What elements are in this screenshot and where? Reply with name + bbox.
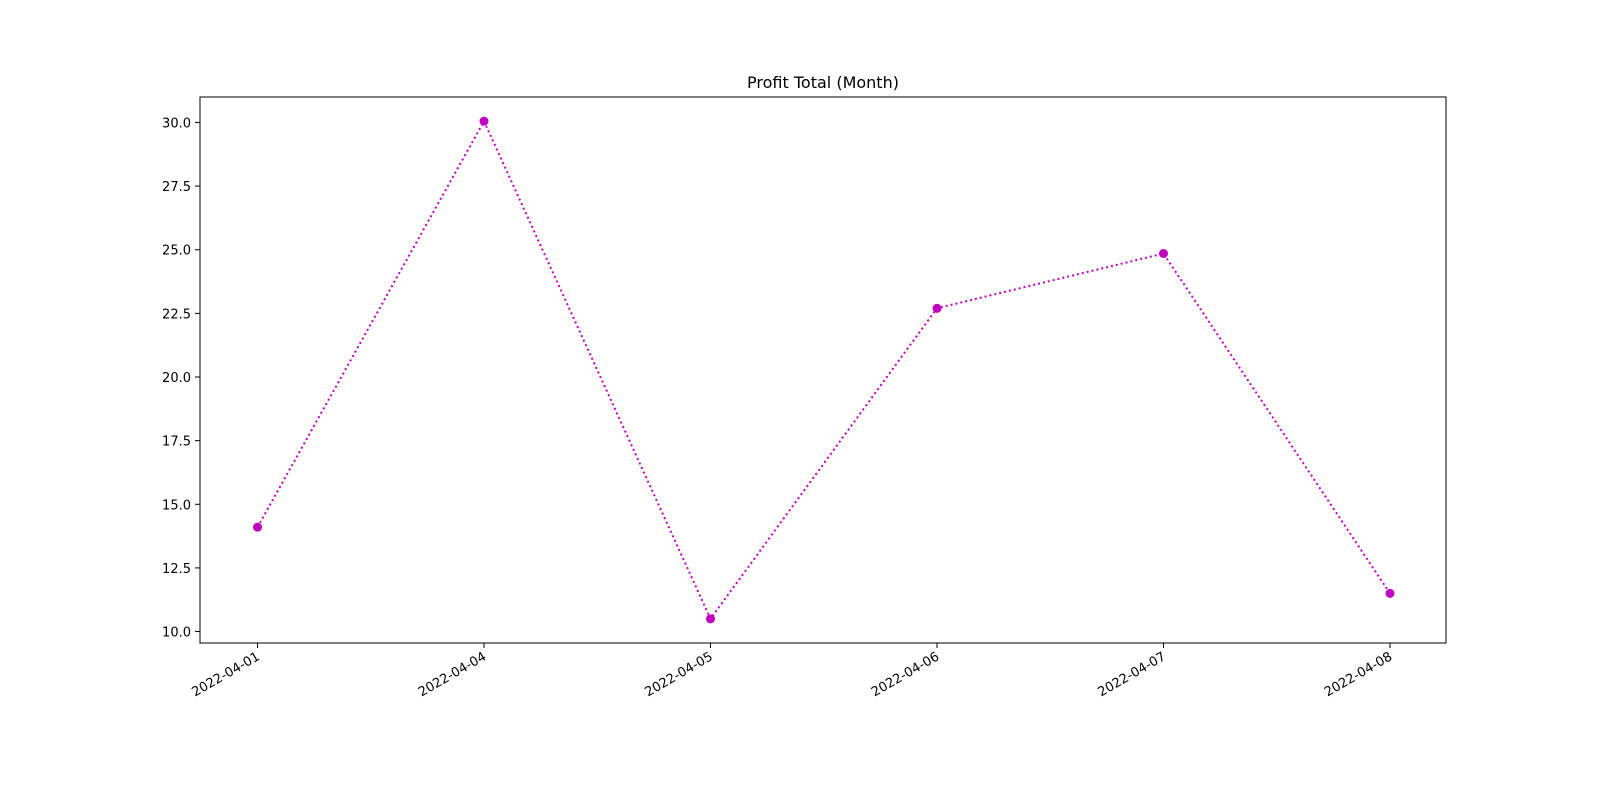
y-tick-label: 15.0 <box>162 498 191 513</box>
x-tick-label: 2022-04-07 <box>1096 649 1169 700</box>
data-point <box>253 522 262 532</box>
x-tick-label: 2022-04-06 <box>869 649 942 700</box>
x-tick-label: 2022-04-05 <box>643 649 716 700</box>
y-tick-label: 12.5 <box>162 562 191 577</box>
data-point <box>932 303 942 313</box>
x-axis: 2022-04-01 2022-04-04 2022-04-05 2022-04-06… <box>190 643 1395 700</box>
axes-frame <box>199 96 1447 644</box>
x-tick-label: 2022-04-01 <box>190 649 263 700</box>
y-tick-label: 20.0 <box>162 371 191 386</box>
data-point <box>1159 249 1168 259</box>
chart-title: Profit Total (Month) <box>747 73 899 92</box>
x-tick-label: 2022-04-04 <box>416 649 489 700</box>
y-tick-label: 27.5 <box>162 180 191 195</box>
series-line <box>256 118 1391 621</box>
y-tick-label: 30.0 <box>162 116 191 131</box>
data-point <box>706 614 715 624</box>
plot-area <box>253 116 1395 624</box>
y-tick-label: 17.5 <box>162 435 191 450</box>
y-tick-label: 25.0 <box>162 244 191 259</box>
x-tick-label: 2022-04-08 <box>1322 649 1395 700</box>
data-point <box>479 116 489 126</box>
data-point <box>1385 588 1395 598</box>
y-axis: 10.0 12.5 15.0 17.5 20.0 22.5 25.0 27.5 30.0 <box>162 116 200 641</box>
y-tick-label: 10.0 <box>162 626 191 641</box>
y-tick-label: 22.5 <box>162 307 191 322</box>
